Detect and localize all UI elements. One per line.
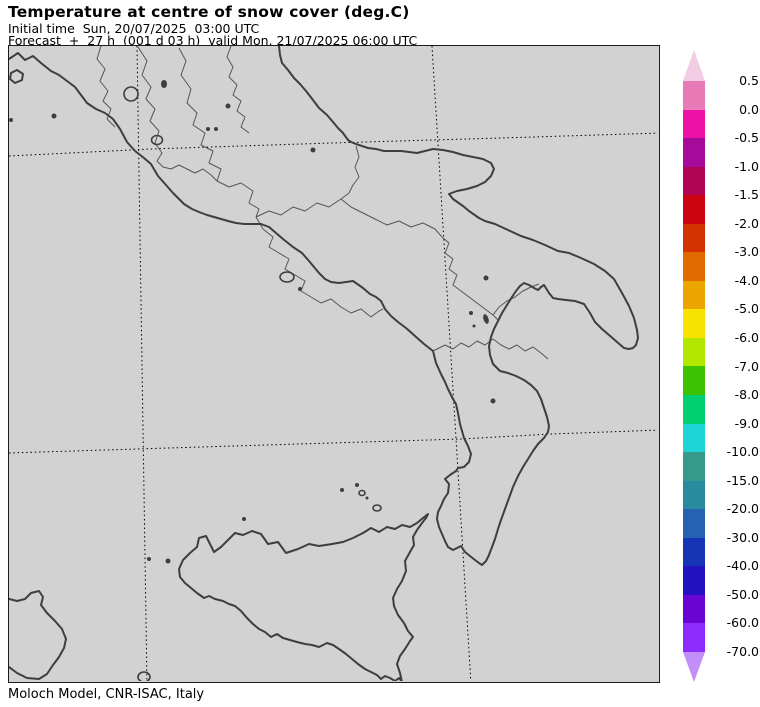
colorbar-segment <box>683 81 705 110</box>
meridian-line <box>431 46 472 681</box>
island-outline <box>9 69 24 84</box>
parallel-line <box>9 429 658 454</box>
colorbar-label: -15.0 <box>726 472 759 488</box>
colorbar-label: -5.0 <box>734 301 759 317</box>
page-title: Temperature at centre of snow cover (deg… <box>8 3 410 21</box>
colorbar-label: -10.0 <box>726 444 759 460</box>
colorbar-label: -6.0 <box>734 329 759 345</box>
colorbar-segment <box>683 252 705 281</box>
map-panel <box>8 45 660 683</box>
colorbar-label: -70.0 <box>726 644 759 659</box>
colorbar-below-range-arrow <box>683 651 705 682</box>
colorbar-label: -1.0 <box>734 158 759 174</box>
graticule <box>9 46 658 681</box>
colorbar-segment <box>683 537 705 567</box>
mainland-coastline <box>9 46 639 566</box>
colorbar-segment <box>683 452 705 481</box>
colorbar-segment <box>683 309 705 338</box>
lakes-and-islets <box>123 86 382 681</box>
colorbar-label: -20.0 <box>726 501 759 517</box>
colorbar-segment <box>683 366 705 396</box>
colorbar-label: -9.0 <box>734 415 759 431</box>
colorbar-segment <box>683 138 705 167</box>
map-canvas <box>9 46 658 681</box>
colorbar-segment <box>683 337 705 367</box>
tunisia-coastline <box>9 590 67 680</box>
model-credit: Moloch Model, CNR-ISAC, Italy <box>8 687 205 702</box>
colorbar-label: -30.0 <box>726 529 759 545</box>
colorbar-label: 0.5 <box>739 73 759 88</box>
coastlines <box>9 46 639 681</box>
colorbar-segment <box>683 109 705 139</box>
colorbar-label: -1.5 <box>734 187 759 203</box>
forecast-valid-line: Forecast + 27 h (001 d 03 h) valid Mon, … <box>8 33 418 48</box>
colorbar-segment <box>683 480 705 510</box>
sicily-coastline <box>178 513 429 681</box>
temperature-colorbar: 0.5 0.0 -0.5 -1.0 -1.5 -2.0 -3.0 -4.0 -5.0 -6.0 -7… <box>683 50 759 682</box>
colorbar-segment <box>683 623 705 652</box>
colorbar-label: -8.0 <box>734 387 759 403</box>
colorbar-above-range-arrow <box>683 50 705 81</box>
colorbar-label: -7.0 <box>734 358 759 374</box>
colorbar-segment <box>683 280 705 310</box>
colorbar-segment <box>683 166 705 196</box>
parallel-line <box>9 132 658 157</box>
colorbar-column <box>683 50 705 682</box>
colorbar-segment <box>683 509 705 538</box>
colorbar-label: -3.0 <box>734 244 759 260</box>
colorbar-segment <box>683 195 705 224</box>
colorbar-label: -50.0 <box>726 586 759 602</box>
colorbar-segment <box>683 423 705 453</box>
meridian-line <box>136 46 148 681</box>
colorbar-label: -2.0 <box>734 215 759 231</box>
colorbar-segment <box>683 566 705 595</box>
colorbar-label: -4.0 <box>734 272 759 288</box>
colorbar-segment <box>683 594 705 624</box>
island-dots <box>9 80 496 564</box>
colorbar-label: 0.0 <box>739 101 759 117</box>
colorbar-segment <box>683 223 705 253</box>
colorbar-label: -0.5 <box>734 130 759 146</box>
colorbar-label: -40.0 <box>726 558 759 574</box>
initial-time-line: Initial time Sun, 20/07/2025 03:00 UTC <box>8 21 260 36</box>
colorbar-segment <box>683 395 705 424</box>
colorbar-label: -60.0 <box>726 615 759 631</box>
region-borders <box>96 46 549 360</box>
